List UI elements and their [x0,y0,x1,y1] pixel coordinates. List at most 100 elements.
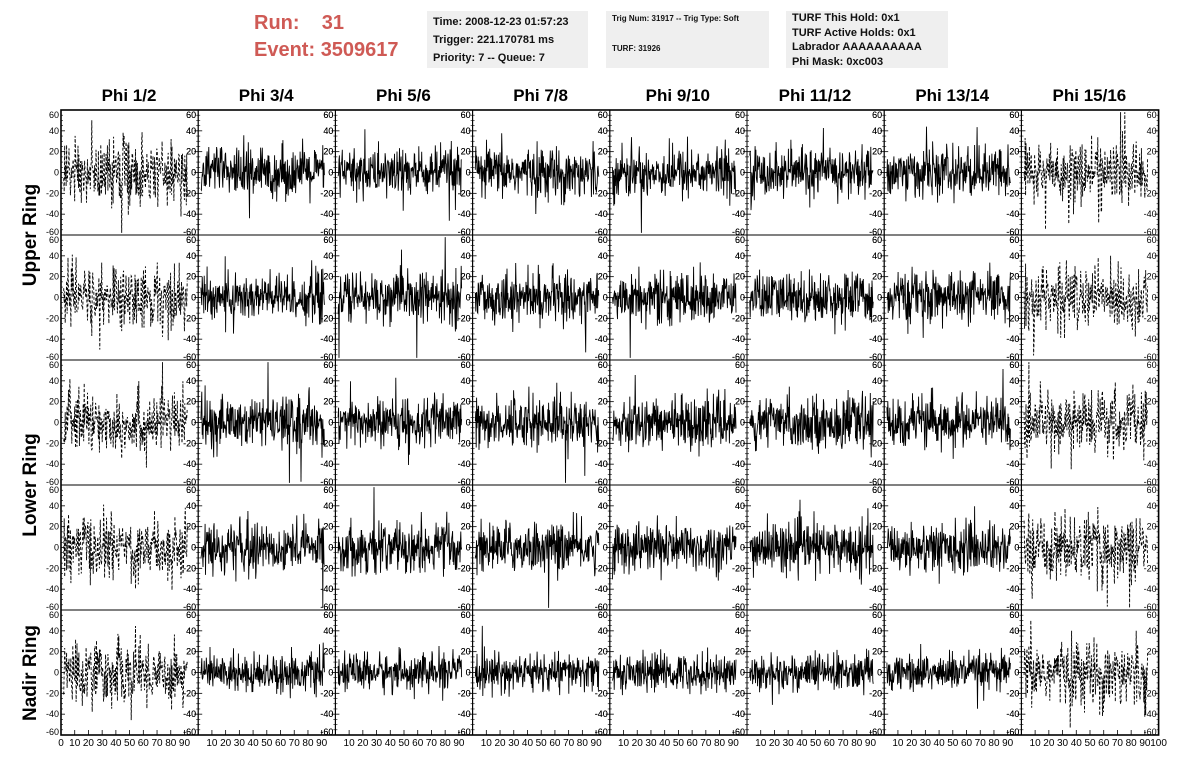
y-tick-label: 20 [323,397,333,407]
y-tick-label: 20 [49,397,59,407]
y-tick-label-right: -60 [1006,352,1019,362]
y-tick-label-right: 60 [872,110,882,120]
y-tick-label-right: 0 [603,293,608,303]
y-tick-label: 0 [603,168,608,178]
y-tick-label-right: 0 [328,543,333,553]
waveform-trace [749,386,874,458]
y-tick-label: -40 [183,584,196,594]
waveform-trace [200,256,325,334]
y-tick-label: -40 [458,459,471,469]
y-tick-label-right: -20 [1006,688,1019,698]
y-tick-label-right: -40 [1144,584,1157,594]
waveform-trace [63,120,188,233]
y-tick-label: 40 [1009,501,1019,511]
y-tick-label: 20 [49,522,59,532]
y-tick-label-right: -60 [1144,477,1157,487]
y-tick-label-right: -60 [320,727,333,737]
y-tick-label-right: 20 [598,522,608,532]
y-tick-label: 20 [735,397,745,407]
y-tick-label: 20 [461,647,471,657]
y-tick-label-right: -60 [458,727,471,737]
x-tick-label: 80 [714,738,726,749]
y-tick-label: 20 [461,522,471,532]
y-tick-label-right: -60 [1006,602,1019,612]
x-tick-label: 70 [1112,738,1124,749]
y-tick-label: -20 [1006,688,1019,698]
waveform-panel: -60 -60 -40 -40 -20 -20 0 0 20 20 40 40 60 60 [46,109,199,237]
y-tick-label: 40 [186,626,196,636]
y-tick-label: 40 [598,126,608,136]
y-tick-label-right: 60 [323,485,333,495]
x-tick-label: 80 [577,738,589,749]
y-tick-label-right: -60 [1006,727,1019,737]
y-tick-label: 40 [735,251,745,261]
y-tick-label: -40 [1006,459,1019,469]
y-tick-label-right: -20 [458,188,471,198]
y-tick-label-right: 20 [872,522,882,532]
y-tick-label: 0 [466,293,471,303]
x-tick-label: 20 [357,738,369,749]
y-tick-label: -60 [1006,477,1019,487]
x-tick-label: 40 [796,738,808,749]
y-tick-label-right: 0 [1014,668,1019,678]
y-tick-label: 60 [1009,110,1019,120]
y-tick-label-right: 40 [186,251,196,261]
y-tick-label: 0 [740,168,745,178]
waveform-trace [886,126,1011,204]
y-tick-label: -20 [320,188,333,198]
y-tick-label-right: -60 [320,227,333,237]
y-tick-label: 40 [49,126,59,136]
y-tick-label: 40 [872,501,882,511]
y-tick-label-right: 20 [872,147,882,157]
waveform-trace [474,382,600,483]
y-tick-label-right: 0 [191,418,196,428]
y-tick-label: -60 [1006,727,1019,737]
waveform-trace [1023,506,1149,608]
x-tick-label: 60 [275,738,287,749]
y-tick-label: 0 [328,293,333,303]
y-tick-label: 20 [186,522,196,532]
y-tick-label-right: -20 [458,563,471,573]
y-tick-label: -40 [1006,584,1019,594]
y-tick-label-right: 40 [872,501,882,511]
y-tick-label-right: -60 [1144,227,1157,237]
y-tick-label: 0 [740,668,745,678]
y-tick-label-right: 0 [328,668,333,678]
y-tick-label-right: -40 [732,209,745,219]
y-tick-label-right: 0 [740,668,745,678]
y-tick-label: 20 [598,147,608,157]
x-tick-label: 70 [837,738,849,749]
y-tick-label: -40 [183,459,196,469]
waveform-trace [612,136,737,233]
waveform-trace [1023,620,1149,728]
y-tick-label: -20 [183,688,196,698]
waveform-trace [200,642,325,699]
waveform-panel: -60 -60 -40 -40 -20 -20 0 0 20 20 40 40 60 60 [320,484,474,612]
y-tick-label: 40 [461,126,471,136]
y-tick-label: -60 [1006,227,1019,237]
y-tick-label-right: -20 [320,188,333,198]
y-tick-label: -40 [320,709,333,719]
run-event-info: Run: 31 Event: 3509617 [254,10,399,64]
y-tick-label: 40 [49,626,59,636]
y-tick-label-right: 20 [461,397,471,407]
y-tick-label: 0 [191,293,196,303]
y-tick-label: -60 [732,477,745,487]
y-tick-label: 20 [598,272,608,282]
y-tick-label: 40 [598,376,608,386]
y-tick-label-right: 40 [598,251,608,261]
waveform-panel: -60 -60 -40 -40 -20 -20 0 0 20 20 40 40 60 60 [1006,109,1160,237]
waveform-panel: -60 -60 -40 -40 -20 -20 0 0 20 20 40 40 60 60 [869,484,1022,612]
y-tick-label: 60 [49,110,59,120]
y-tick-label: 60 [323,485,333,495]
y-tick-label-right: -20 [1144,438,1157,448]
y-tick-label: -20 [46,313,59,323]
y-tick-label: -60 [869,727,882,737]
y-tick-label: 20 [598,647,608,657]
y-tick-label-right: 60 [461,235,471,245]
y-tick-label-right: 0 [740,168,745,178]
x-tick-label: 50 [947,738,959,749]
y-tick-label: 40 [186,501,196,511]
y-tick-label: 40 [461,376,471,386]
